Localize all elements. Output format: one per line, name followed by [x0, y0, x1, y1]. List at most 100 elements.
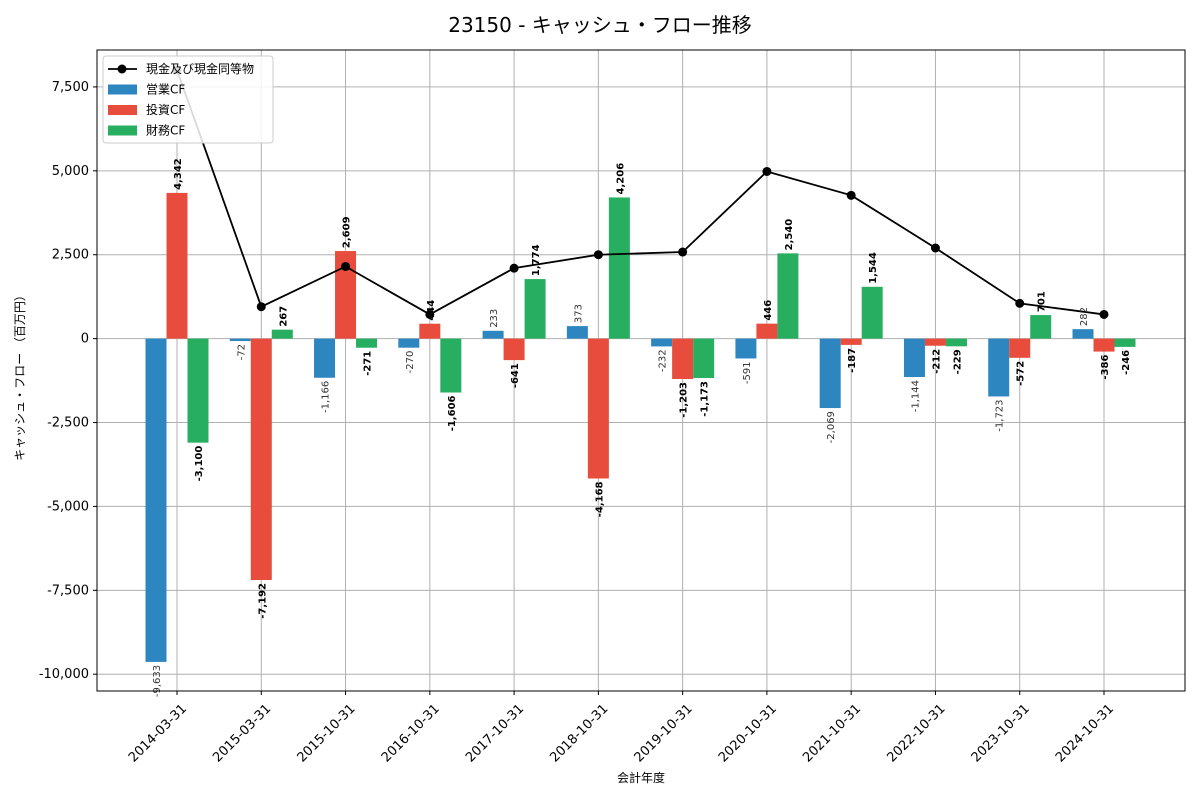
bar-value-label: -9,633 [152, 665, 163, 697]
y-tick-label: -2,500 [47, 416, 89, 431]
bar-1 [819, 338, 841, 409]
bar-1 [482, 330, 504, 339]
legend-swatch [108, 105, 137, 115]
x-tick-label: 2018-10-31 [547, 701, 611, 765]
bar-value-label: -232 [658, 349, 669, 372]
cash-equivalents-point [1015, 298, 1025, 308]
x-tick-label: 2022-10-31 [884, 701, 948, 765]
bar-value-label: 446 [763, 300, 774, 321]
cash-equivalents-point [425, 309, 435, 319]
bar-value-label: -4,168 [594, 481, 605, 517]
x-tick-label: 2017-10-31 [463, 701, 527, 765]
bar-value-label: 4,342 [173, 158, 184, 190]
x-axis-label: 会計年度 [617, 770, 665, 785]
legend-entry-label: 投資CF [146, 102, 185, 117]
bar-1 [145, 338, 167, 662]
bar-value-label: -1,606 [447, 395, 458, 431]
bar-2 [587, 338, 609, 479]
y-tick-label: 5,000 [52, 164, 89, 179]
bar-2 [840, 338, 862, 345]
cash-equivalents-point [341, 261, 351, 271]
y-tick-label: 2,500 [52, 248, 89, 263]
bar-1 [566, 326, 588, 339]
cash-equivalents-point [762, 166, 772, 176]
bar-1 [229, 338, 251, 342]
legend-swatch [108, 84, 137, 95]
bar-1 [735, 338, 757, 359]
bar-value-label: 373 [573, 304, 584, 323]
bar-value-label: -270 [405, 351, 416, 374]
x-tick-label: 2021-10-31 [800, 701, 864, 765]
bar-value-label: 233 [489, 309, 500, 328]
bar-3 [608, 197, 630, 339]
cash-equivalents-point [930, 243, 940, 253]
legend-swatch [108, 125, 137, 136]
y-axis-label: キャッシュ・フロー （百万円） [13, 289, 27, 461]
bar-value-label: -1,723 [995, 399, 1006, 431]
bar-2 [1093, 338, 1115, 352]
bar-3 [861, 286, 883, 339]
bar-2 [756, 323, 778, 339]
plot-frame [96, 49, 1186, 692]
bar-value-label: -1,144 [910, 380, 921, 412]
y-tick-label: -5,000 [47, 499, 89, 514]
bar-value-label: 267 [278, 306, 289, 327]
cash-equivalents-point [509, 263, 519, 273]
bar-value-label: 282 [1079, 307, 1090, 326]
bar-1 [314, 338, 336, 378]
bar-3 [524, 279, 546, 339]
x-tick-label: 2020-10-31 [716, 701, 780, 765]
bar-value-label: -591 [742, 361, 753, 384]
cash-equivalents-point [1099, 309, 1109, 319]
bar-1 [903, 338, 925, 378]
bar-2 [924, 338, 946, 346]
bar-value-label: -2,069 [826, 411, 837, 443]
bar-2 [1009, 338, 1031, 358]
chart-title: 23150 - キャッシュ・フロー推移 [448, 13, 752, 37]
bar-value-label: -1,203 [679, 382, 690, 418]
x-tick-label: 2023-10-31 [969, 701, 1033, 765]
bar-3 [1030, 315, 1052, 339]
bar-2 [166, 192, 188, 339]
bar-2 [250, 338, 272, 580]
bar-3 [777, 253, 799, 339]
bar-value-label: -271 [363, 351, 374, 376]
line-layer [172, 65, 1109, 319]
bar-1 [651, 338, 673, 347]
legend-marker [117, 64, 127, 74]
bar-value-label: -1,173 [700, 381, 711, 417]
bar-value-label: 701 [1037, 291, 1048, 312]
bar-1 [398, 338, 420, 348]
cash-equivalents-point [256, 302, 266, 312]
bar-1 [988, 338, 1010, 397]
bar-value-label: -72 [236, 344, 247, 360]
bar-3 [1114, 338, 1136, 347]
bar-value-label: 4,206 [615, 163, 626, 195]
bar-value-label: 1,774 [531, 244, 542, 276]
bar-3 [440, 338, 462, 393]
bar-2 [503, 338, 525, 361]
cash-equivalents-point [846, 190, 856, 200]
x-tick-label: 2024-10-31 [1053, 701, 1117, 765]
bar-value-label: 2,540 [784, 219, 795, 251]
bar-value-label: -7,192 [257, 583, 268, 619]
bar-3 [356, 338, 378, 348]
legend-entry-label: 営業CF [146, 83, 185, 97]
bar-value-label: -246 [1121, 350, 1132, 375]
bar-2 [672, 338, 694, 379]
bar-3 [187, 338, 209, 443]
cash-equivalents-line [176, 69, 1105, 316]
legend-entry-label: 現金及び現金同等物 [146, 61, 254, 76]
y-tick-label: -10,000 [39, 667, 89, 682]
bar-value-label: -187 [847, 348, 858, 373]
bar-value-label: -572 [1016, 361, 1027, 386]
bar-value-label: -212 [931, 349, 942, 374]
cash-equivalents-point [678, 247, 688, 257]
bar-value-label: -3,100 [194, 446, 205, 482]
bar-2 [335, 251, 357, 339]
cash-equivalents-point [593, 250, 603, 260]
x-tick-label: 2016-10-31 [379, 701, 443, 765]
